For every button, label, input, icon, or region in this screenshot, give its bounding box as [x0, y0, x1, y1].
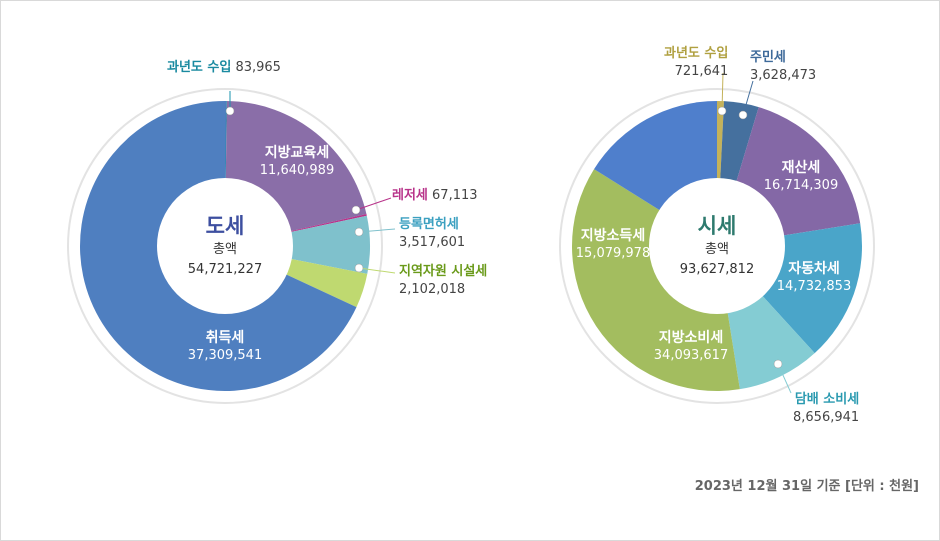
city-title: 시세 [697, 214, 737, 238]
leader-dot [354, 263, 364, 273]
leader-dot [738, 110, 748, 120]
donut-hole [649, 178, 785, 314]
label-acquisition-tax: 취득세 37,309,541 [187, 330, 263, 363]
label-education-tax: 지방교육세 11,640,989 [259, 145, 335, 178]
label-regional-resource-tax: 지역자원 시설세 2,102,018 [399, 264, 488, 297]
leader-dot [773, 359, 783, 369]
label-prior-year-city: 과년도 수입 721,641 [664, 46, 729, 79]
label-local-consumption-tax: 지방소비세 34,093,617 [653, 330, 729, 363]
province-title: 도세 [205, 214, 245, 238]
leader-dot [225, 106, 235, 116]
label-local-income-tax: 지방소득세 15,079,978 [575, 228, 651, 261]
leader-line [358, 267, 396, 274]
province-total-label: 총액 [213, 242, 237, 257]
leader-line [358, 228, 396, 233]
city-total: 93,627,812 [679, 262, 755, 277]
donut-hole [157, 178, 293, 314]
leader-line [742, 80, 754, 116]
leader-line [721, 72, 724, 112]
pie-slice [571, 169, 740, 392]
pie-slice [225, 215, 370, 274]
label-leisure-tax: 레저세 67,113 [392, 188, 478, 203]
leader-line [355, 197, 392, 211]
leader-dot [351, 205, 361, 215]
label-vehicle-tax: 자동차세 14,732,853 [776, 261, 852, 294]
city-center: 시세 총액 93,627,812 [680, 212, 754, 280]
leader-dot [354, 227, 364, 237]
city-total-label: 총액 [705, 242, 729, 257]
label-resident-tax: 주민세 3,628,473 [750, 50, 817, 83]
label-property-tax: 재산세 16,714,309 [763, 160, 839, 193]
leader-line [777, 363, 792, 394]
label-prior-year-province: 과년도 수입 83,965 [167, 60, 281, 75]
province-total: 54,721,227 [187, 262, 263, 277]
leader-dot [717, 106, 727, 116]
province-center: 도세 총액 54,721,227 [188, 212, 262, 280]
label-registration-tax: 등록면허세 3,517,601 [399, 217, 466, 250]
label-tobacco-tax: 담배 소비세 8,656,941 [793, 392, 860, 425]
reference-note: 2023년 12월 31일 기준 [단위 : 천원] [694, 479, 919, 494]
